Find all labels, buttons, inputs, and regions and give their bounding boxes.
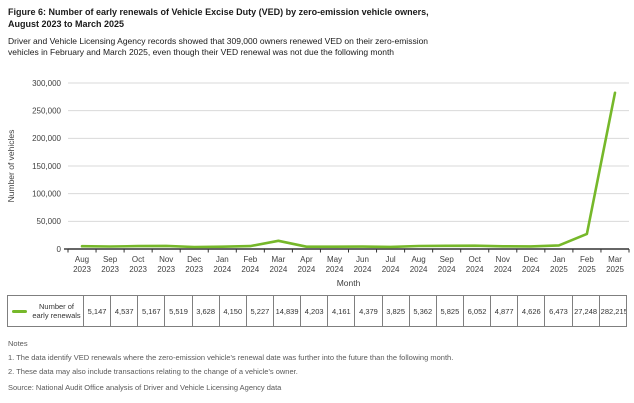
x-tick-label: Feb 2024 <box>241 255 259 274</box>
x-tick-label: Jun 2024 <box>354 255 372 274</box>
x-tick-label: Oct 2023 <box>129 255 147 274</box>
value-cell: 6,052 <box>462 295 492 328</box>
x-tick-label: Dec 2023 <box>185 255 203 274</box>
value-cell: 4,161 <box>327 295 356 328</box>
x-tick-label: Aug 2024 <box>410 255 428 274</box>
x-tick-label: Nov 2024 <box>494 255 512 274</box>
note-2: 2. These data may also include transacti… <box>8 367 298 377</box>
notes-heading: Notes <box>8 339 28 349</box>
figure-subtitle-line1: Driver and Vehicle Licensing Agency reco… <box>8 36 429 47</box>
chart-data-table: Number of early renewals 5,147 4,537 5,167… <box>7 295 628 328</box>
x-tick-label: Jul 2024 <box>382 255 400 274</box>
value-cell: 3,628 <box>191 295 220 328</box>
x-tick-label: Aug 2023 <box>73 255 91 274</box>
note-1: 1. The data identify VED renewals where … <box>8 353 454 363</box>
legend-label: Number of early renewals <box>32 302 81 321</box>
y-tick-label: 100,000 <box>32 190 61 199</box>
value-cell: 5,147 <box>82 295 112 328</box>
x-axis-title: Month <box>337 278 361 288</box>
series-line-early-renewals <box>80 91 617 249</box>
x-tick-label: Mar 2024 <box>270 255 288 274</box>
value-cell: 282,215 <box>598 295 628 328</box>
line-chart: 0 50,000 100,000 150,000 200,000 250,000 300,0… <box>6 79 630 288</box>
value-cell: 5,825 <box>435 295 464 328</box>
y-tick-label: 300,000 <box>32 79 61 88</box>
figure-title-line2: August 2023 to March 2025 <box>8 18 125 29</box>
y-tick-label: 250,000 <box>32 107 61 116</box>
value-cell: 4,379 <box>354 295 383 328</box>
value-cell: 5,362 <box>408 295 437 328</box>
value-cell: 6,473 <box>544 295 573 328</box>
notes-section: Notes 1. The data identify VED renewals … <box>8 339 626 392</box>
value-cell: 27,248 <box>571 295 600 328</box>
figure-title-line1: Figure 6: Number of early renewals of Ve… <box>8 7 429 17</box>
figure-subtitle: Driver and Vehicle Licensing Agency reco… <box>8 36 626 58</box>
value-cell: 4,537 <box>110 295 139 328</box>
value-cell: 4,203 <box>300 295 329 328</box>
value-cell: 4,626 <box>517 295 546 328</box>
figure-title: Figure 6: Number of early renewals of Ve… <box>8 7 626 30</box>
value-cell: 5,227 <box>245 295 274 328</box>
x-tick-label: Oct 2024 <box>466 255 484 274</box>
value-cell: 3,825 <box>381 295 410 328</box>
table-row: Number of early renewals 5,147 4,537 5,167… <box>7 295 628 328</box>
x-tick-label: Jan 2025 <box>550 255 568 274</box>
y-tick-label: 0 <box>57 245 62 254</box>
x-tick-label: Sep 2024 <box>438 255 456 274</box>
x-tick-label: Sep 2023 <box>101 255 119 274</box>
x-tick-label: May 2024 <box>326 255 344 274</box>
value-cell: 14,839 <box>272 295 302 328</box>
value-cell: 4,877 <box>490 295 519 328</box>
x-tick-label: Nov 2023 <box>157 255 175 274</box>
y-tick-label: 50,000 <box>37 218 62 227</box>
x-tick-label: Feb 2025 <box>578 255 596 274</box>
y-axis-title: Number of vehicles <box>6 130 16 203</box>
value-cell: 4,150 <box>218 295 247 328</box>
source-line: Source: National Audit Office analysis o… <box>8 382 282 392</box>
legend-cell: Number of early renewals <box>7 295 84 328</box>
y-tick-label: 150,000 <box>32 162 61 171</box>
figure-subtitle-line2: vehicles in February and March 2025, eve… <box>8 47 395 58</box>
value-cell: 5,519 <box>164 295 193 328</box>
x-tick-label: Mar 2025 <box>606 255 624 274</box>
x-tick-label: Jan 2024 <box>213 255 231 274</box>
legend-line-swatch <box>12 309 27 314</box>
x-tick-label: Apr 2024 <box>298 255 316 274</box>
value-cell: 5,167 <box>137 295 166 328</box>
y-tick-label: 200,000 <box>32 135 61 144</box>
x-tick-label: Dec 2024 <box>522 255 540 274</box>
